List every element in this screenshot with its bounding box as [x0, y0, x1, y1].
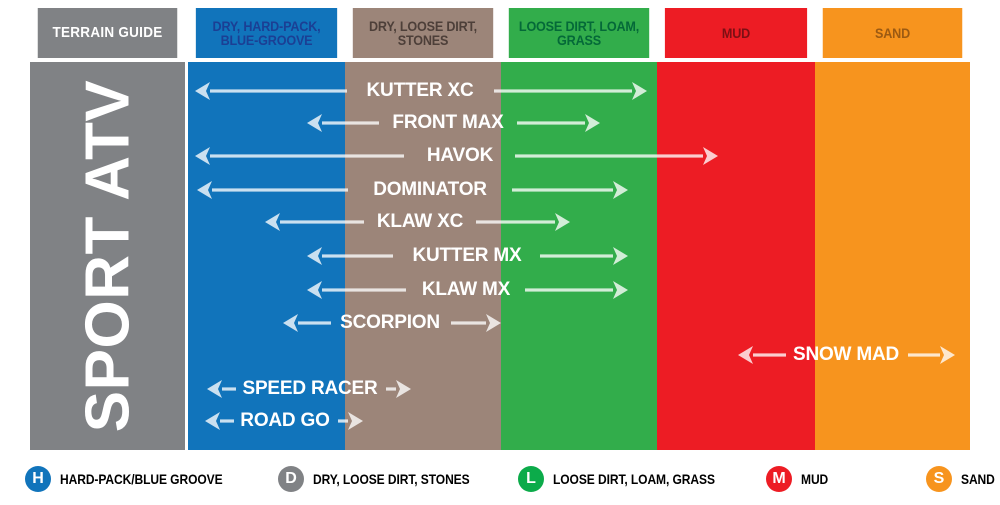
arrow-right	[525, 281, 628, 299]
arrow-left	[283, 314, 331, 332]
column-header-line: DRY, HARD-PACK,	[212, 17, 321, 34]
arrow-left	[207, 380, 236, 398]
legend-label: HARD-PACK/BLUE GROOVE	[60, 471, 223, 487]
arrow-right	[386, 380, 411, 398]
table-row: ROAD GO	[0, 408, 1000, 434]
legend-label: SAND	[961, 471, 995, 487]
range-arrows	[195, 82, 647, 100]
column-header-line: STONES	[397, 32, 449, 48]
legend-badge-icon: S	[926, 466, 952, 492]
column-header-brown: DRY, LOOSE DIRT, STONES	[352, 8, 494, 58]
arrow-left	[265, 213, 364, 231]
legend-badge-icon: L	[518, 466, 544, 492]
product-name-label: DOMINATOR	[373, 179, 487, 200]
table-row: SPEED RACER	[0, 376, 1000, 402]
product-name-label: ROAD GO	[240, 410, 330, 431]
arrow-left	[307, 247, 393, 265]
arrow-left	[738, 346, 786, 364]
sport-atv-panel: SPORT ATV	[30, 62, 185, 450]
table-row: HAVOK	[0, 143, 1000, 169]
legend-item-d[interactable]: D DRY, LOOSE DIRT, STONES	[278, 463, 495, 495]
arrow-right	[540, 247, 628, 265]
column-header-line: LOOSE DIRT, LOAM,	[518, 17, 640, 34]
table-row: KLAW XC	[0, 209, 1000, 235]
arrow-right	[517, 114, 600, 132]
arrow-right	[476, 213, 570, 231]
arrow-left	[205, 412, 234, 430]
range-arrows	[265, 213, 570, 231]
legend-label: DRY, LOOSE DIRT, STONES	[313, 471, 470, 487]
header-separator-blue	[188, 58, 345, 62]
table-row: SNOW MAD	[0, 342, 1000, 368]
legend-badge-icon: H	[25, 466, 51, 492]
terrain-guide-chart: TERRAIN GUIDE DRY, HARD-PACK, BLUE-GROOVE D…	[0, 8, 1000, 450]
column-header-line: GRASS	[557, 32, 601, 48]
range-arrows	[307, 281, 628, 299]
range-arrows	[207, 380, 411, 398]
header-separator-guide	[30, 58, 185, 62]
legend-badge-icon: M	[766, 466, 792, 492]
arrow-right	[338, 412, 363, 430]
arrow-left	[307, 114, 379, 132]
table-row: SCORPION	[0, 310, 1000, 336]
arrow-left	[307, 281, 406, 299]
column-header-green: LOOSE DIRT, LOAM, GRASS	[508, 8, 650, 58]
range-arrows	[197, 181, 628, 199]
arrow-right	[451, 314, 501, 332]
table-row: KUTTER XC	[0, 78, 1000, 104]
range-arrows	[738, 346, 955, 364]
column-header-red: MUD	[664, 8, 808, 58]
column-band-orange	[815, 62, 970, 450]
product-name-label: SCORPION	[340, 312, 440, 333]
arrow-left	[195, 147, 404, 165]
arrow-left	[197, 181, 348, 199]
arrow-right	[515, 147, 718, 165]
table-row: KUTTER MX	[0, 243, 1000, 269]
header-separator-brown	[345, 58, 501, 62]
legend-label: LOOSE DIRT, LOAM, GRASS	[553, 471, 715, 487]
product-name-label: KLAW MX	[421, 279, 511, 300]
product-name-label: SNOW MAD	[792, 344, 900, 365]
product-name-label: KUTTER MX	[412, 245, 522, 266]
product-name-label: FRONT MAX	[392, 112, 504, 133]
product-name-label: HAVOK	[426, 145, 494, 166]
header-separator-green	[501, 58, 657, 62]
product-name-label: SPEED RACER	[242, 378, 378, 399]
column-header-line: MUD	[721, 24, 751, 41]
product-name-label: KUTTER XC	[366, 80, 474, 101]
header-separator-orange	[815, 58, 970, 62]
range-arrows	[307, 114, 600, 132]
header-separator-red	[657, 58, 815, 62]
product-name-label: KLAW XC	[376, 211, 464, 232]
column-header-guide: TERRAIN GUIDE	[37, 8, 178, 58]
column-header-blue: DRY, HARD-PACK, BLUE-GROOVE	[195, 8, 338, 58]
arrow-left	[195, 82, 347, 100]
legend-item-h[interactable]: H HARD-PACK/BLUE GROOVE	[25, 463, 249, 495]
range-arrows	[307, 247, 628, 265]
range-arrows	[195, 147, 718, 165]
table-row: KLAW MX	[0, 277, 1000, 303]
arrow-right	[494, 82, 647, 100]
column-header-orange: SAND	[822, 8, 963, 58]
column-header-line: BLUE-GROOVE	[220, 32, 313, 48]
arrow-right	[512, 181, 628, 199]
legend-item-l[interactable]: L LOOSE DIRT, LOAM, GRASS	[518, 463, 741, 495]
table-row: DOMINATOR	[0, 177, 1000, 203]
legend-item-m[interactable]: M MUD	[766, 463, 833, 495]
range-arrows	[283, 314, 501, 332]
terrain-legend: H HARD-PACK/BLUE GROOVE D DRY, LOOSE DIRT, …	[0, 455, 1000, 505]
column-header-line: DRY, LOOSE DIRT,	[369, 17, 477, 34]
legend-label: MUD	[801, 471, 829, 487]
column-band-red	[657, 62, 815, 450]
column-header-line: SAND	[875, 24, 910, 41]
arrow-right	[908, 346, 955, 364]
legend-item-s[interactable]: S SAND	[926, 463, 1000, 495]
legend-badge-icon: D	[278, 466, 304, 492]
column-header-line: TERRAIN GUIDE	[52, 24, 163, 42]
table-row: FRONT MAX	[0, 110, 1000, 136]
range-arrows	[205, 412, 363, 430]
